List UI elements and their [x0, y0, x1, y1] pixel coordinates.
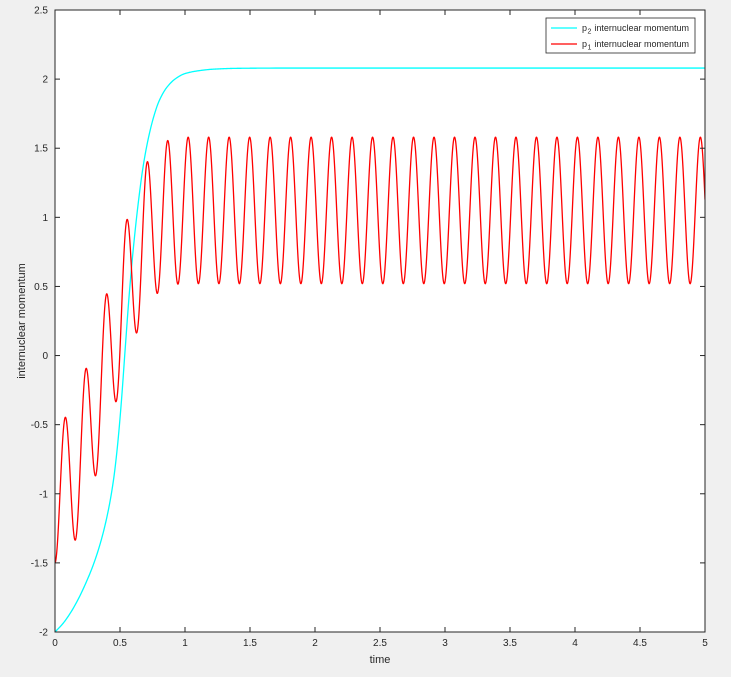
y-tick-label: -1.5 [31, 558, 49, 569]
y-tick-label: -2 [39, 628, 48, 639]
x-tick-label: 2.5 [373, 638, 387, 649]
x-tick-label: 0 [52, 638, 58, 649]
plot-area [55, 10, 705, 632]
x-tick-label: 3 [442, 638, 448, 649]
x-tick-label: 3.5 [503, 638, 517, 649]
x-tick-label: 5 [702, 638, 708, 649]
y-tick-label: -1 [39, 489, 48, 500]
legend[interactable]: p2 internuclear momentum p1 internuclear mo… [545, 17, 696, 54]
y-tick-label: 0 [42, 351, 48, 362]
series-p2-line [55, 67, 705, 632]
y-tick-label: 0.5 [34, 282, 48, 293]
x-axis-label: time [370, 654, 391, 666]
x-tick-label: 0.5 [113, 638, 127, 649]
y-tick-label: 2.5 [34, 6, 48, 17]
y-axis-label: internuclear momentum [16, 263, 28, 379]
series-group [55, 67, 705, 632]
y-tick-label: 1.5 [34, 144, 48, 155]
x-tick-label: 1.5 [243, 638, 257, 649]
legend-entry-label-p2: p2 internuclear momentum [582, 23, 689, 36]
y-tick-label: 1 [42, 213, 48, 224]
x-tick-label: 1 [182, 638, 188, 649]
x-tick-label: 4 [572, 638, 578, 649]
y-tick-label: 2 [42, 75, 48, 86]
x-tick-label: 4.5 [633, 638, 647, 649]
y-tick-label: -0.5 [31, 420, 49, 431]
series-p1-line [55, 136, 705, 564]
legend-box[interactable] [545, 17, 696, 54]
x-tick-label: 2 [312, 638, 318, 649]
legend-entry-label-p1: p1 internuclear momentum [582, 39, 689, 52]
